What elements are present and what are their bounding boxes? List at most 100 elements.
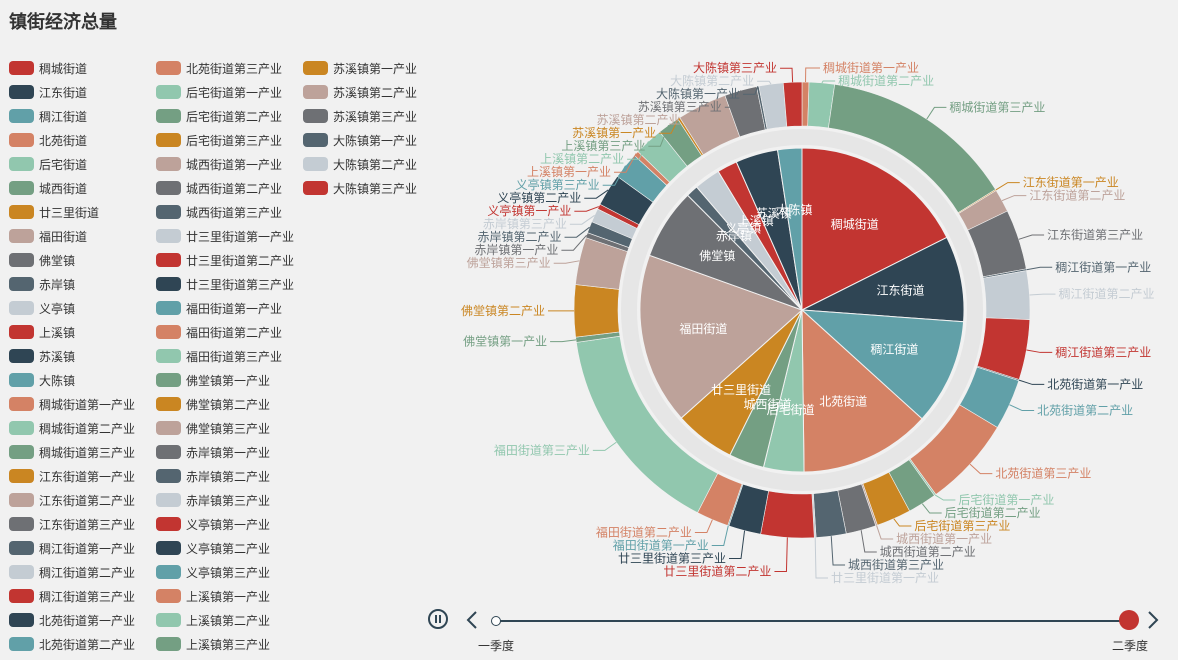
legend-item[interactable]: 佛堂镇第二产业 (156, 394, 270, 414)
inner-slice[interactable] (801, 308, 923, 473)
legend-item[interactable]: 城西街道第三产业 (156, 202, 282, 222)
legend-item[interactable]: 城西街道 (9, 178, 87, 198)
legend-item[interactable]: 福田街道第三产业 (156, 346, 282, 366)
legend-item[interactable]: 江东街道 (9, 82, 87, 102)
label-leader-line (729, 530, 746, 560)
legend-item[interactable]: 后宅街道 (9, 154, 87, 174)
legend-item[interactable]: 稠江街道第一产业 (9, 538, 135, 558)
legend-item[interactable]: 佛堂镇第三产业 (156, 418, 270, 438)
legend-label: 义亭镇第三产业 (186, 565, 271, 580)
legend-item[interactable]: 北苑街道第三产业 (156, 58, 282, 78)
legend-item[interactable]: 北苑街道第一产业 (9, 610, 135, 630)
outer-slice-label: 北苑街道第二产业 (1037, 404, 1133, 418)
legend-item[interactable]: 赤岸镇 (9, 274, 75, 294)
legend-item[interactable]: 江东街道第三产业 (9, 514, 135, 534)
outer-slice-label: 上溪镇第一产业 (527, 165, 611, 179)
legend-item[interactable]: 廿三里街道 (9, 202, 99, 222)
legend-item[interactable]: 义亭镇 (9, 298, 75, 318)
legend-label: 福田街道第二产业 (186, 325, 283, 340)
legend-item[interactable]: 赤岸镇第一产业 (156, 442, 270, 462)
outer-slice[interactable] (982, 270, 1031, 320)
prev-arrow-icon[interactable] (466, 610, 478, 630)
legend-item[interactable]: 稠城街道第三产业 (9, 442, 135, 462)
legend-label: 义亭镇第一产业 (186, 517, 271, 532)
legend-item[interactable]: 义亭镇第三产业 (156, 562, 270, 582)
legend-item[interactable]: 苏溪镇第三产业 (303, 106, 417, 126)
legend-item[interactable]: 上溪镇第二产业 (156, 610, 270, 630)
outer-slice-label: 佛堂镇第一产业 (463, 335, 547, 349)
legend-item[interactable]: 城西街道第二产业 (156, 178, 282, 198)
legend-item[interactable]: 廿三里街道第二产业 (156, 250, 294, 270)
legend-item[interactable]: 稠城街道 (9, 58, 87, 78)
inner-slice[interactable] (800, 236, 965, 323)
legend-item[interactable]: 大陈镇 (9, 370, 75, 390)
legend-item[interactable]: 江东街道第二产业 (9, 490, 135, 510)
legend-swatch (156, 349, 181, 363)
legend-item[interactable]: 稠江街道第二产业 (9, 562, 135, 582)
outer-slice[interactable] (782, 81, 803, 127)
legend-item[interactable]: 稠江街道第三产业 (9, 586, 135, 606)
label-leader-line (814, 537, 829, 579)
legend-item[interactable]: 稠江街道 (9, 106, 87, 126)
legend-item[interactable]: 福田街道第二产业 (156, 322, 282, 342)
legend-item[interactable]: 稠城街道第一产业 (9, 394, 135, 414)
legend-swatch (156, 565, 181, 579)
legend-swatch (303, 85, 328, 99)
legend-item[interactable]: 上溪镇第一产业 (156, 586, 270, 606)
inner-slice[interactable] (801, 147, 948, 311)
legend-item[interactable]: 廿三里街道第三产业 (156, 274, 294, 294)
legend-item[interactable]: 上溪镇第三产业 (156, 634, 270, 654)
legend-item[interactable]: 北苑街道 (9, 130, 87, 150)
pause-button[interactable] (428, 609, 448, 629)
legend-item[interactable]: 后宅街道第二产业 (156, 106, 282, 126)
legend-item[interactable]: 江东街道第一产业 (9, 466, 135, 486)
label-leader-line (1009, 404, 1035, 412)
label-leader-line (683, 105, 703, 121)
outer-slice-label: 福田街道第三产业 (494, 442, 590, 457)
legend-item[interactable]: 大陈镇第三产业 (303, 178, 417, 198)
inner-pie (639, 147, 965, 473)
outer-slice[interactable] (573, 284, 620, 338)
legend-swatch (9, 229, 34, 243)
inner-slice[interactable] (776, 147, 803, 311)
legend-item[interactable]: 大陈镇第一产业 (303, 130, 417, 150)
legend-label: 义亭镇第二产业 (186, 541, 271, 556)
inner-slice[interactable] (800, 309, 965, 420)
legend-item[interactable]: 赤岸镇第二产业 (156, 466, 270, 486)
legend-item[interactable]: 苏溪镇第一产业 (303, 58, 417, 78)
label-leader-line (1001, 195, 1027, 202)
legend-item[interactable]: 义亭镇第一产业 (156, 514, 270, 534)
legend-swatch (156, 253, 181, 267)
legend-item[interactable]: 义亭镇第二产业 (156, 538, 270, 558)
timeline-track[interactable] (496, 620, 1130, 622)
legend-item[interactable]: 佛堂镇第一产业 (156, 370, 270, 390)
outer-slice[interactable] (760, 490, 815, 539)
legend-item[interactable]: 苏溪镇 (9, 346, 75, 366)
legend-label: 后宅街道 (39, 157, 88, 172)
legend-item[interactable]: 城西街道第一产业 (156, 154, 282, 174)
label-leader-line (659, 117, 680, 134)
legend-item[interactable]: 北苑街道第二产业 (9, 634, 135, 654)
timeline-point-q1[interactable] (491, 616, 501, 626)
legend-item[interactable]: 后宅街道第三产业 (156, 130, 282, 150)
outer-slice-label: 稠江街道第二产业 (1058, 287, 1154, 301)
label-leader-line (969, 463, 993, 475)
legend-item[interactable]: 上溪镇 (9, 322, 75, 342)
slice-labels: 稠城街道江东街道稠江街道北苑街道后宅街道城西街道廿三里街道福田街道佛堂镇赤岸镇义… (461, 60, 1155, 585)
outer-slice-label: 稠江街道第一产业 (1055, 260, 1151, 274)
legend-item[interactable]: 赤岸镇第三产业 (156, 490, 270, 510)
legend-label: 佛堂镇第二产业 (186, 397, 271, 412)
legend-item[interactable]: 廿三里街道第一产业 (156, 226, 294, 246)
legend-item[interactable]: 佛堂镇 (9, 250, 75, 270)
legend-item[interactable]: 福田街道第一产业 (156, 298, 282, 318)
legend-item[interactable]: 稠城街道第二产业 (9, 418, 135, 438)
label-leader-line (1018, 379, 1045, 385)
legend-item[interactable]: 苏溪镇第二产业 (303, 82, 417, 102)
legend-item[interactable]: 福田街道 (9, 226, 87, 246)
legend-item[interactable]: 后宅街道第一产业 (156, 82, 282, 102)
legend-swatch (303, 133, 328, 147)
next-arrow-icon[interactable] (1147, 610, 1159, 630)
label-leader-line (893, 518, 912, 527)
legend-item[interactable]: 大陈镇第二产业 (303, 154, 417, 174)
timeline-current-point[interactable] (1119, 610, 1139, 630)
